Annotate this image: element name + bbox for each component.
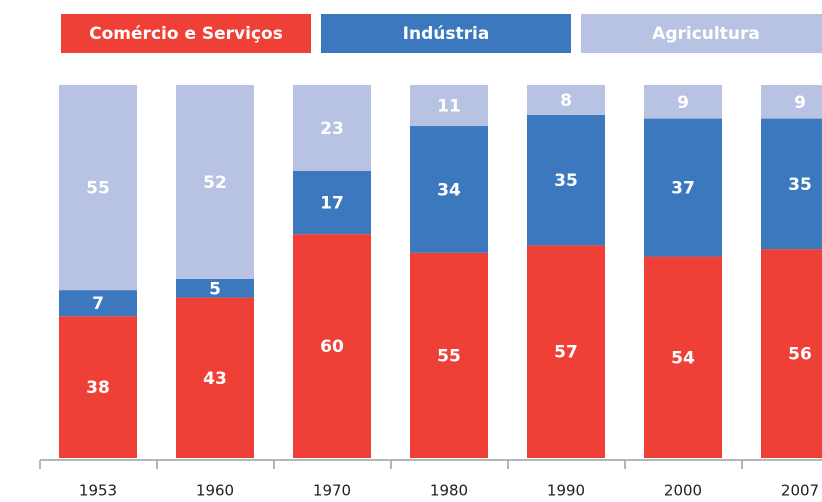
value-label: 55 — [86, 179, 110, 199]
bar-segment — [59, 290, 137, 317]
bar-segment — [176, 85, 254, 279]
value-label: 7 — [92, 294, 104, 314]
bar-segment — [410, 85, 488, 127]
bar-segment — [761, 85, 822, 119]
value-label: 55 — [437, 346, 461, 366]
bar-segment — [59, 316, 137, 458]
legend-label: Indústria — [403, 24, 490, 44]
legend-swatch — [321, 14, 571, 53]
value-label: 9 — [794, 93, 806, 113]
value-label: 5 — [209, 279, 221, 299]
value-label: 37 — [671, 179, 695, 199]
bar-segment — [644, 256, 722, 458]
bar-segment — [176, 278, 254, 298]
bar-segment — [176, 297, 254, 458]
value-label: 34 — [437, 180, 461, 200]
x-tick-label: 1953 — [79, 482, 117, 500]
bar-segment — [527, 245, 605, 458]
legend-swatch — [581, 14, 822, 53]
bar-segment — [293, 234, 371, 458]
value-label: 8 — [560, 91, 572, 111]
value-label: 54 — [671, 348, 695, 368]
x-tick-label: 2000 — [664, 482, 702, 500]
value-label: 23 — [320, 119, 344, 139]
value-label: 60 — [320, 337, 344, 357]
value-label: 9 — [677, 93, 689, 113]
x-tick-label: 2007 — [781, 482, 819, 500]
bar-segment — [761, 249, 822, 458]
x-tick-label: 1960 — [196, 482, 234, 500]
bar-segment — [527, 114, 605, 246]
value-label: 52 — [203, 173, 227, 193]
legend-swatch — [61, 14, 311, 53]
value-label: 57 — [554, 343, 578, 363]
bar-segment — [644, 118, 722, 257]
bar-segment — [761, 118, 822, 250]
bar-segment — [410, 252, 488, 458]
value-label: 43 — [203, 369, 227, 389]
value-label: 56 — [788, 345, 812, 365]
value-label: 17 — [320, 193, 344, 213]
value-label: 35 — [788, 175, 812, 195]
x-tick-label: 1980 — [430, 482, 468, 500]
value-label: 35 — [554, 171, 578, 191]
legend-label: Agricultura — [652, 24, 760, 44]
bar-segment — [527, 85, 605, 115]
value-label: 38 — [86, 378, 110, 398]
bar-segment — [293, 85, 371, 171]
bar-segment — [293, 170, 371, 235]
x-tick-label: 1970 — [313, 482, 351, 500]
bar-segment — [59, 85, 137, 291]
legend-label: Comércio e Serviços — [89, 24, 283, 44]
bar-segment — [644, 85, 722, 119]
bar-segment — [410, 126, 488, 253]
x-tick-label: 1990 — [547, 482, 585, 500]
value-label: 11 — [437, 97, 461, 117]
